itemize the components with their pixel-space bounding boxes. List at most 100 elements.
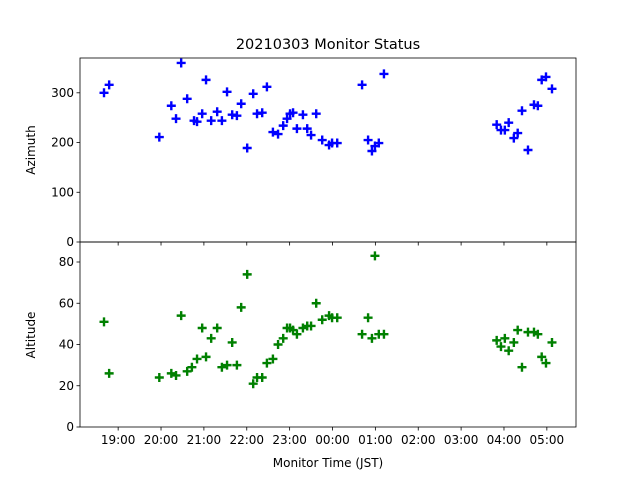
x-tick-label: 03:00 xyxy=(444,433,479,447)
marker xyxy=(166,368,176,378)
marker xyxy=(104,80,114,90)
marker xyxy=(292,124,302,134)
marker xyxy=(154,373,164,383)
marker xyxy=(523,145,533,155)
marker xyxy=(273,340,283,350)
marker xyxy=(206,333,216,343)
marker xyxy=(182,94,192,104)
marker xyxy=(492,120,502,130)
marker xyxy=(257,373,267,383)
marker xyxy=(236,99,246,109)
marker xyxy=(517,106,527,116)
marker xyxy=(509,337,519,347)
marker xyxy=(357,80,367,90)
marker xyxy=(513,128,523,138)
marker xyxy=(541,358,551,368)
marker xyxy=(496,342,506,352)
marker xyxy=(248,379,258,389)
x-tick-label: 01:00 xyxy=(358,433,393,447)
x-axis-label: Monitor Time (JST) xyxy=(273,456,383,470)
marker xyxy=(298,110,308,120)
marker xyxy=(268,127,278,137)
y-tick-label: 0 xyxy=(66,235,74,249)
marker xyxy=(513,325,523,335)
marker xyxy=(212,107,222,117)
marker xyxy=(197,109,207,119)
marker xyxy=(367,146,377,156)
marker xyxy=(232,360,242,370)
y-tick-label: 60 xyxy=(59,296,74,310)
marker xyxy=(288,108,298,118)
x-tick-label: 00:00 xyxy=(315,433,350,447)
marker xyxy=(370,251,380,261)
marker xyxy=(176,311,186,321)
axes-frame xyxy=(79,57,577,243)
marker xyxy=(201,352,211,362)
marker xyxy=(217,116,227,126)
marker xyxy=(302,124,312,134)
x-tick-label: 04:00 xyxy=(487,433,522,447)
marker xyxy=(332,313,342,323)
y-tick-label: 20 xyxy=(59,379,74,393)
marker xyxy=(357,329,367,339)
marker xyxy=(374,138,384,148)
marker xyxy=(278,333,288,343)
marker xyxy=(217,362,227,372)
marker xyxy=(166,101,176,111)
marker xyxy=(517,362,527,372)
marker xyxy=(187,362,197,372)
x-tick-label: 20:00 xyxy=(144,433,179,447)
marker xyxy=(500,333,510,343)
marker xyxy=(282,114,292,124)
marker xyxy=(262,82,272,92)
marker xyxy=(367,333,377,343)
marker xyxy=(104,368,114,378)
marker xyxy=(268,354,278,364)
chart-title: 20210303 Monitor Status xyxy=(236,37,420,53)
y-tick-label: 0 xyxy=(66,420,74,434)
marker xyxy=(504,118,514,128)
marker xyxy=(363,135,373,145)
x-tick-label: 05:00 xyxy=(530,433,565,447)
x-tick-label: 21:00 xyxy=(187,433,222,447)
y-tick-label: 100 xyxy=(51,185,74,199)
x-tick-label: 23:00 xyxy=(272,433,307,447)
marker xyxy=(547,337,557,347)
x-tick-label: 22:00 xyxy=(229,433,264,447)
y-axis-label: Azimuth xyxy=(24,125,38,174)
marker xyxy=(509,133,519,143)
marker xyxy=(248,89,258,99)
marker xyxy=(182,366,192,376)
marker xyxy=(176,58,186,68)
y-tick-label: 200 xyxy=(51,136,74,150)
marker xyxy=(492,335,502,345)
marker xyxy=(306,321,316,331)
marker xyxy=(154,132,164,142)
x-tick-label: 19:00 xyxy=(101,433,136,447)
marker xyxy=(99,88,109,98)
marker xyxy=(171,114,181,124)
marker xyxy=(311,109,321,119)
y-tick-label: 80 xyxy=(59,255,74,269)
marker xyxy=(504,346,514,356)
marker xyxy=(379,329,389,339)
marker xyxy=(257,108,267,118)
marker xyxy=(332,138,342,148)
marker xyxy=(206,116,216,126)
x-tick-label: 02:00 xyxy=(401,433,436,447)
marker xyxy=(99,317,109,327)
marker xyxy=(500,125,510,135)
marker xyxy=(311,298,321,308)
marker xyxy=(212,323,222,333)
marker xyxy=(379,69,389,79)
marker xyxy=(306,130,316,140)
y-axis-label: Altitude xyxy=(24,312,38,359)
y-tick-label: 300 xyxy=(51,86,74,100)
axes-frame xyxy=(79,241,577,428)
marker xyxy=(192,117,202,127)
marker xyxy=(232,111,242,121)
marker xyxy=(227,337,237,347)
marker xyxy=(262,358,272,368)
marker xyxy=(222,87,232,97)
